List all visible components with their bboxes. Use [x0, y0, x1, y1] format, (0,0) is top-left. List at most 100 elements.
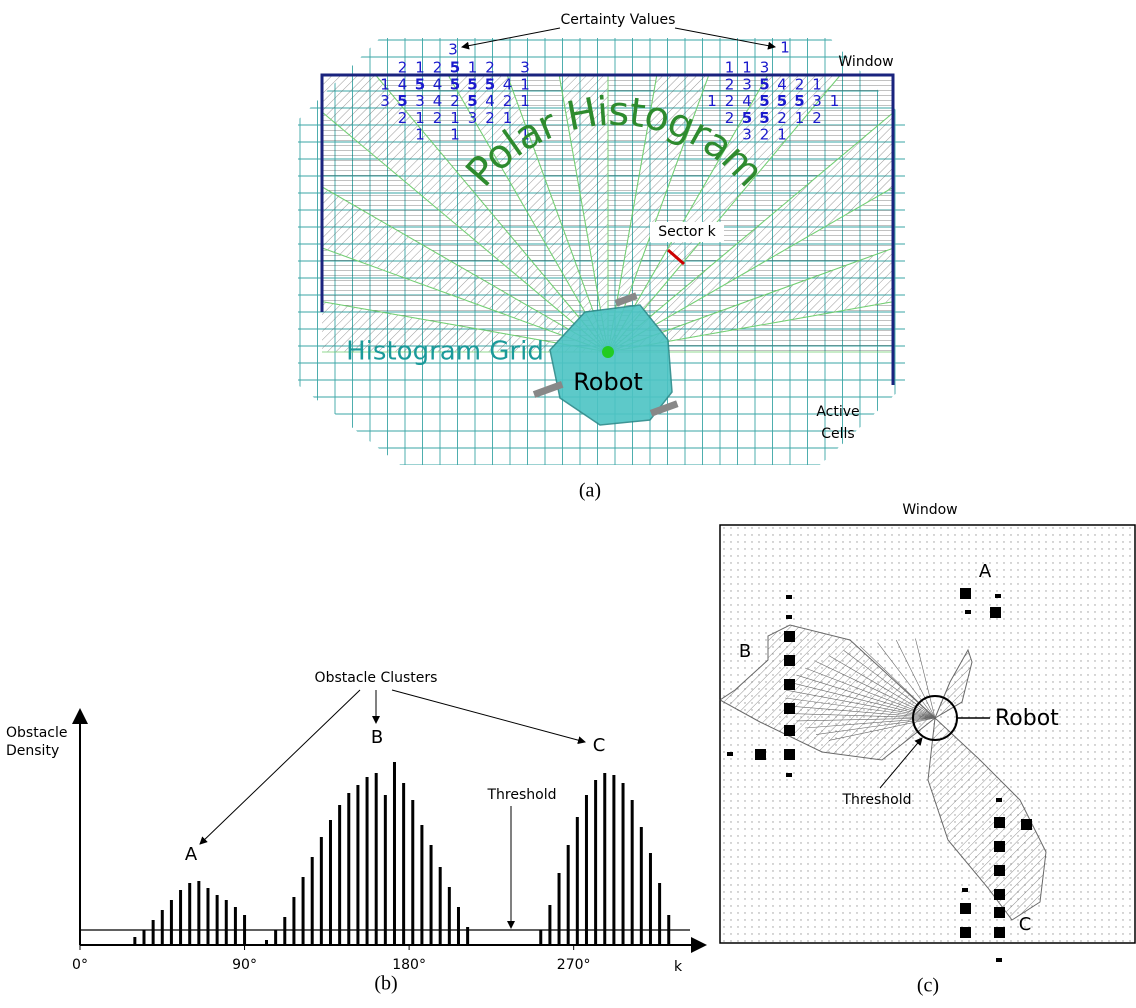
cluster-label: A [979, 561, 992, 582]
label: 1 [812, 75, 822, 93]
label: 2 [398, 59, 408, 77]
label: 1 [468, 59, 478, 77]
bar [188, 883, 191, 945]
obstacle-cell [994, 865, 1005, 876]
bar [197, 881, 200, 945]
page: Sector kCertainty Values31Window21251231… [0, 0, 1136, 1008]
label: Robot [573, 368, 643, 396]
bar [457, 907, 460, 945]
label: Histogram Grid [346, 337, 544, 367]
obstacle-cell [994, 907, 1005, 918]
obstacle-cell [994, 841, 1005, 852]
label: Window [838, 54, 893, 70]
x-axis-label: k [674, 959, 683, 975]
bar [622, 783, 625, 945]
label: 2 [812, 109, 822, 127]
arrow [675, 28, 775, 47]
bar [585, 795, 588, 945]
bar [320, 837, 323, 945]
label: 1 [520, 92, 530, 110]
label: 5 [467, 75, 477, 93]
clusters-label: Obstacle Clusters [315, 670, 438, 686]
label: Certainty Values [561, 12, 676, 28]
label: 5 [794, 92, 804, 110]
label: 3 [448, 41, 458, 59]
cluster-label: C [1019, 914, 1032, 935]
label: 2 [760, 126, 770, 144]
obstacle-cell [962, 888, 968, 892]
label: 1 [742, 59, 752, 77]
bar [402, 783, 405, 945]
panel-b: 0°90°180°270°kThresholdObstacle Clusters… [72, 670, 705, 995]
label: 1 [450, 109, 460, 127]
bar [311, 857, 314, 945]
obstacle-cell [727, 752, 733, 756]
label: 4 [742, 92, 752, 110]
obstacle-cell [994, 889, 1005, 900]
label: 1 [707, 92, 717, 110]
bar [329, 820, 332, 945]
bar [152, 920, 155, 945]
label: 5 [759, 92, 769, 110]
window-frame [720, 525, 1135, 943]
label: 3 [468, 109, 478, 127]
bar [612, 775, 615, 945]
obstacle-cell [784, 631, 795, 642]
obstacle-cell [786, 615, 792, 619]
y-axis-label: Obstacle Density [6, 724, 68, 760]
label: 5 [467, 92, 477, 110]
label: 5 [742, 109, 752, 127]
bar [356, 785, 359, 945]
label: 1 [777, 126, 787, 144]
obstacle-cell [784, 749, 795, 760]
label: 4 [777, 75, 787, 93]
threshold-label: Threshold [487, 787, 557, 803]
obstacle-cell [960, 903, 971, 914]
window-label: Window [902, 502, 957, 518]
label: 3 [812, 92, 822, 110]
threshold-label: Threshold [842, 792, 912, 808]
label: 3 [380, 92, 390, 110]
obstacle-cell [996, 958, 1002, 962]
label: 4 [485, 92, 495, 110]
bar [539, 930, 542, 945]
label: 3 [742, 75, 752, 93]
bar [393, 762, 396, 945]
label: (a) [579, 480, 601, 502]
label: 3 [415, 92, 425, 110]
bar [302, 877, 305, 945]
label: Sector k [658, 224, 716, 240]
label: 1 [415, 126, 425, 144]
bar [161, 910, 164, 945]
obstacle-cell [784, 679, 795, 690]
bar [603, 773, 606, 945]
obstacle-cell [965, 610, 971, 614]
bar [640, 827, 643, 945]
label: 1 [415, 59, 425, 77]
obstacle-cell [994, 927, 1005, 938]
label: 2 [485, 109, 495, 127]
label: 5 [415, 75, 425, 93]
label: 5 [450, 75, 460, 93]
label: 2 [485, 59, 495, 77]
bar [338, 805, 341, 945]
bar [142, 930, 145, 945]
x-tick-label: 0° [72, 957, 88, 973]
label: Active [816, 404, 859, 420]
bar [375, 773, 378, 945]
obstacle-cell [990, 607, 1001, 618]
label: 2 [725, 92, 735, 110]
obstacle-cell [996, 798, 1002, 802]
bar [366, 777, 369, 945]
bar [448, 887, 451, 945]
x-tick-label: 180° [392, 957, 426, 973]
label: 1 [725, 59, 735, 77]
bar [179, 890, 182, 945]
label: 1 [450, 126, 460, 144]
label: 4 [503, 75, 513, 93]
figure: Sector kCertainty Values31Window21251231… [0, 0, 1136, 1008]
sectors [0, 0, 1136, 352]
label: 1 [380, 75, 390, 93]
label: 3 [520, 59, 530, 77]
